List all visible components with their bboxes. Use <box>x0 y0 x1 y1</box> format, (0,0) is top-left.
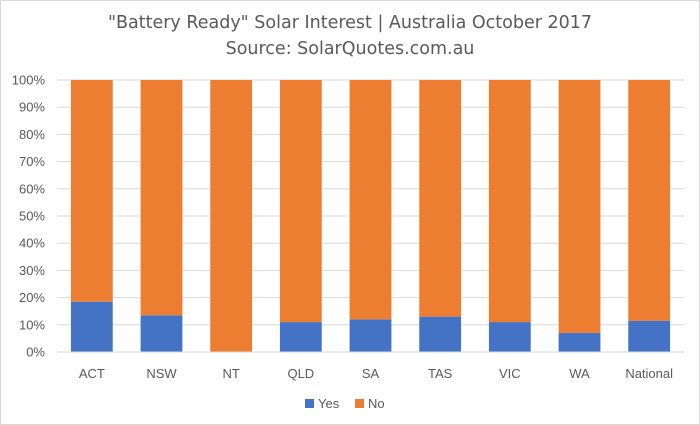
legend-label-no: No <box>368 396 385 411</box>
x-axis: ACT NSW NT QLD SA TAS VIC WA National <box>79 366 673 381</box>
x-tick-label: QLD <box>287 366 314 381</box>
x-tick-label: NT <box>222 366 239 381</box>
y-tick-label: 50% <box>19 209 45 224</box>
y-axis: 0% 10% 20% 30% 40% 50% 60% 70% 80% 90% 100% <box>12 73 46 360</box>
bars <box>70 80 671 352</box>
bar-yes-sa <box>349 319 392 352</box>
x-tick-label: National <box>625 366 673 381</box>
bar-yes-act <box>70 301 113 352</box>
y-tick-label: 80% <box>19 127 45 142</box>
y-tick-label: 100% <box>12 73 46 88</box>
y-tick-label: 0% <box>26 345 45 360</box>
legend-label-yes: Yes <box>318 396 340 411</box>
chart-subtitle: Source: SolarQuotes.com.au <box>226 39 475 59</box>
bar-no-sa <box>349 80 392 320</box>
y-tick-label: 10% <box>19 317 45 332</box>
x-tick-label: NSW <box>146 366 177 381</box>
y-tick-label: 40% <box>19 236 45 251</box>
bar-yes-vic <box>488 322 531 352</box>
chart-title: "Battery Ready" Solar Interest | Austral… <box>108 13 592 33</box>
x-tick-label: SA <box>362 366 380 381</box>
y-tick-label: 60% <box>19 181 45 196</box>
y-tick-label: 90% <box>19 100 45 115</box>
bar-yes-wa <box>558 332 601 352</box>
bar-no-qld <box>279 80 322 323</box>
bar-no-act <box>70 80 113 302</box>
x-tick-label: TAS <box>428 366 453 381</box>
bar-yes-nsw <box>140 315 183 352</box>
legend-swatch-yes <box>305 399 314 408</box>
y-tick-label: 20% <box>19 290 45 305</box>
x-tick-label: WA <box>569 366 590 381</box>
x-tick-label: ACT <box>79 366 105 381</box>
bar-no-tas <box>419 80 462 317</box>
bar-no-wa <box>558 80 601 333</box>
bar-no-national <box>628 80 671 321</box>
x-tick-label: VIC <box>499 366 521 381</box>
bar-no-nsw <box>140 80 183 316</box>
bar-yes-tas <box>419 316 462 352</box>
bar-no-vic <box>488 80 531 323</box>
y-tick-label: 30% <box>19 263 45 278</box>
legend-swatch-no <box>355 399 364 408</box>
bar-yes-qld <box>279 322 322 352</box>
legend: Yes No <box>305 396 385 411</box>
y-tick-label: 70% <box>19 154 45 169</box>
bar-no-nt <box>210 80 253 352</box>
bar-yes-national <box>628 320 671 352</box>
